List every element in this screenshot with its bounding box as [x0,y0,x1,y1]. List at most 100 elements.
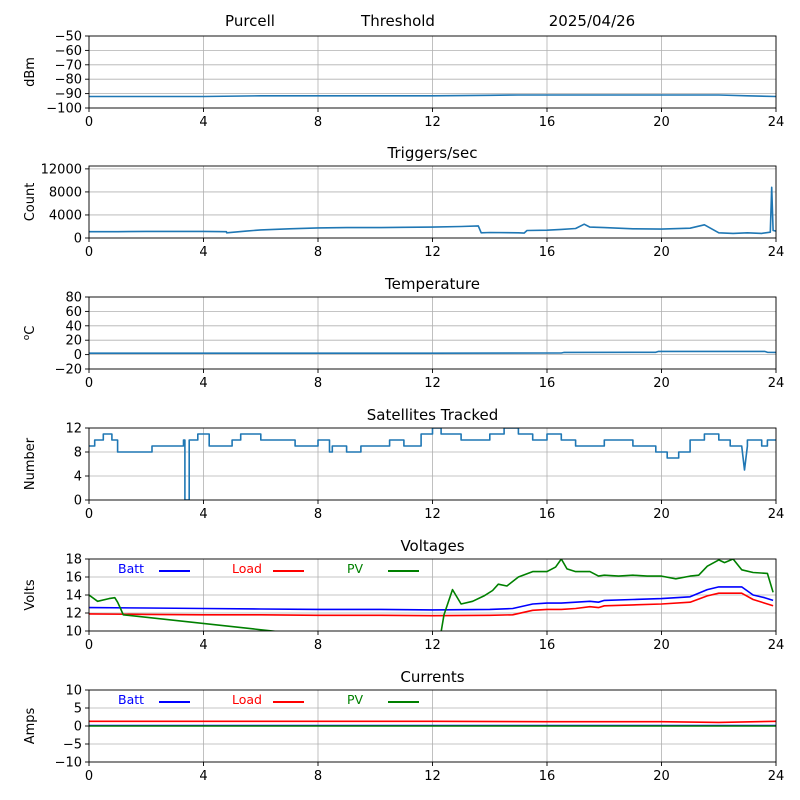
series-line [89,186,776,235]
chart-title: Temperature [384,275,480,293]
y-tick-label: 4000 [49,208,82,223]
x-tick-label: 12 [424,115,441,130]
y-axis-label: oC [22,326,38,341]
y-tick-label: 4 [74,470,82,485]
plot-area [89,428,776,500]
series-line [89,350,776,355]
y-tick-label: −80 [55,73,82,88]
x-tick-label: 24 [768,769,785,784]
y-tick-label: 8 [74,446,82,461]
y-tick-label: 14 [65,589,82,604]
x-tick-label: 8 [314,507,322,522]
chart-voltages: 0 4 8 12 16 20 24 10 12 14 16 18 Voltages Volts Batt Lo… [23,537,784,653]
unit-letter: C [23,326,38,335]
x-tick-label: 20 [653,245,670,260]
plot-area [89,559,774,631]
y-tick-label: −10 [55,756,82,771]
y-axis-label: dBm [23,57,38,87]
y-tick-label: −5 [63,738,82,753]
y-axis-label: Amps [23,707,38,744]
series-line [89,428,776,500]
x-tick-label: 24 [768,115,785,130]
x-tick-label: 16 [539,376,556,391]
chart-title: Voltages [400,537,464,555]
y-tick-label: 16 [65,571,82,586]
y-tick-label: 0 [74,232,82,247]
x-tick-label: 8 [314,769,322,784]
x-tick-label: 4 [199,245,207,260]
y-tick-label: 0 [74,348,82,363]
x-tick-label: 24 [768,376,785,391]
y-tick-label: 60 [65,305,82,320]
chart-title: Satellites Tracked [367,406,498,424]
chart-title: Currents [400,668,464,686]
y-tick-label: 40 [65,319,82,334]
y-tick-label: 10 [65,684,82,699]
x-tick-label: 8 [314,245,322,260]
y-tick-label: 0 [74,720,82,735]
x-tick-label: 20 [653,769,670,784]
legend-label-load: Load [232,692,262,707]
x-tick-label: 16 [539,115,556,130]
x-tick-label: 20 [653,115,670,130]
y-tick-label: 20 [65,334,82,349]
x-tick-label: 24 [768,638,785,653]
chart-signal: 0 4 8 12 16 20 24 −100−90−80−70−60−50 dBm [23,30,784,131]
y-tick-label: 8000 [49,185,82,200]
y-tick-label: 18 [65,553,82,568]
x-tick-label: 8 [314,376,322,391]
y-tick-label: −20 [55,363,82,378]
x-tick-label: 16 [539,507,556,522]
plot-area [89,186,776,235]
x-tick-label: 4 [199,769,207,784]
x-tick-label: 12 [424,507,441,522]
chart-satellites: 0 4 8 12 16 20 24 0 4 8 12 Satellites Tracked Number [23,406,784,522]
y-tick-label: 12 [65,607,82,622]
legend-label-batt: Batt [118,692,144,707]
y-tick-label: 5 [74,702,82,717]
y-tick-label: 80 [65,291,82,306]
y-tick-label: −70 [55,58,82,73]
figure-header: Purcell Threshold 2025/04/26 [225,12,635,30]
x-tick-label: 12 [424,769,441,784]
plot-area [89,94,776,98]
plot-area [89,720,776,727]
x-tick-label: 0 [85,638,93,653]
series-line-load [89,592,774,617]
x-tick-label: 4 [199,115,207,130]
x-tick-label: 4 [199,638,207,653]
x-tick-label: 16 [539,245,556,260]
y-tick-label: −50 [55,30,82,45]
x-tick-label: 20 [653,638,670,653]
degree-superscript: o [22,334,32,340]
x-tick-label: 24 [768,245,785,260]
y-axis-label: Count [23,183,38,222]
y-axis-label: Number [23,437,38,490]
legend-label-pv: PV [347,692,364,707]
y-tick-label: 12000 [41,162,82,177]
chart-currents: 0 4 8 12 16 20 24 −10 −5 0 5 10 Currents Amps Batt Load… [23,668,784,784]
x-tick-label: 0 [85,376,93,391]
x-tick-label: 0 [85,245,93,260]
x-tick-label: 4 [199,507,207,522]
x-tick-label: 20 [653,376,670,391]
series-line-batt [89,586,774,611]
series-line [89,94,776,98]
x-tick-label: 20 [653,507,670,522]
x-tick-label: 16 [539,638,556,653]
chart-triggers: 0 4 8 12 16 20 24 0 4000 8000 12000 Triggers/sec Cou… [23,144,784,260]
x-tick-label: 12 [424,376,441,391]
chart-title: Triggers/sec [387,144,478,162]
legend-label-load: Load [232,561,262,576]
legend-label-batt: Batt [118,561,144,576]
plot-area [89,350,776,355]
x-tick-label: 8 [314,115,322,130]
legend-label-pv: PV [347,561,364,576]
x-tick-label: 24 [768,507,785,522]
x-tick-label: 12 [424,638,441,653]
x-tick-label: 8 [314,638,322,653]
y-tick-label: 0 [74,494,82,509]
mode-label: Threshold [360,12,435,30]
